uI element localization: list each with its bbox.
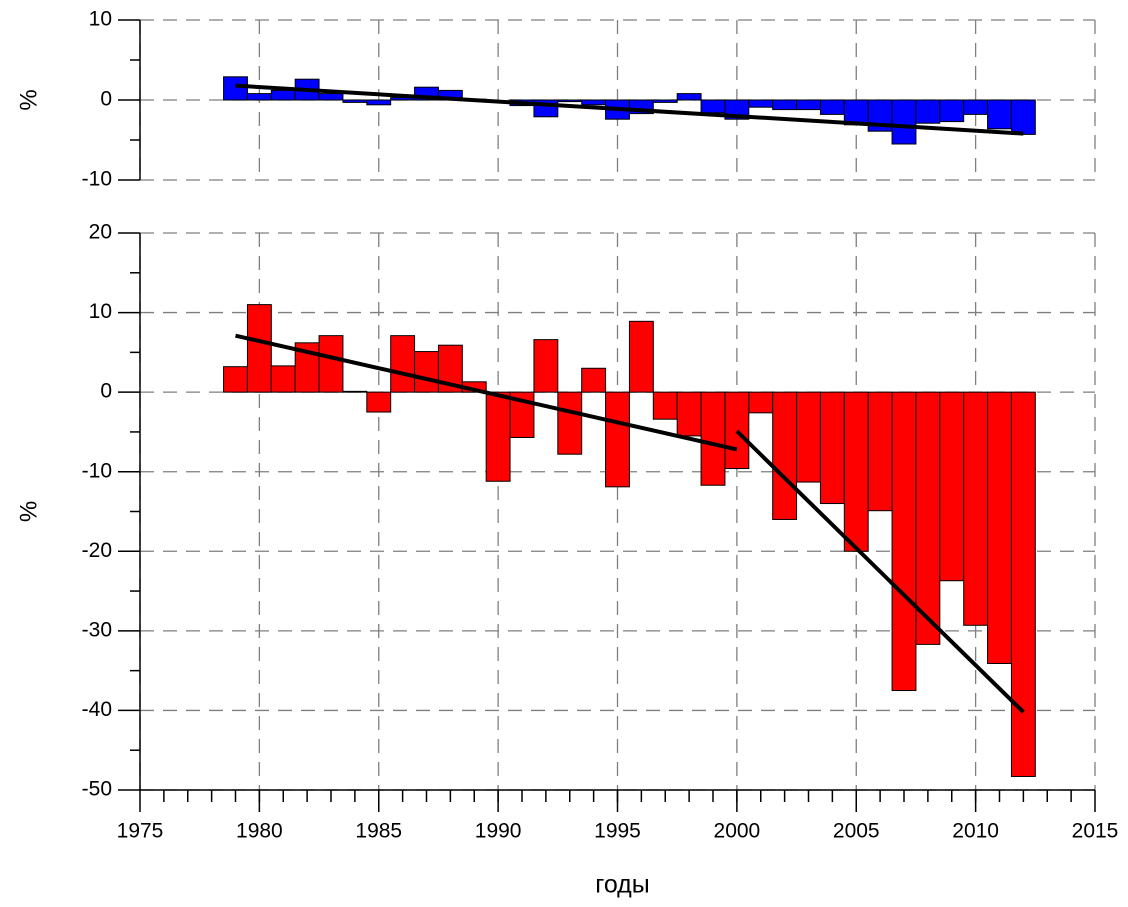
bar bbox=[652, 391, 678, 420]
bar bbox=[796, 391, 821, 483]
bar bbox=[987, 391, 1012, 664]
y-axis-label: % bbox=[15, 89, 42, 110]
bar bbox=[414, 351, 439, 393]
y-tick-label: -10 bbox=[82, 459, 112, 482]
bar bbox=[557, 99, 583, 103]
bar bbox=[652, 99, 678, 103]
bar bbox=[676, 391, 702, 437]
bar bbox=[819, 391, 845, 505]
bar bbox=[437, 344, 463, 393]
x-tick-label: 2015 bbox=[1072, 820, 1119, 843]
bar bbox=[390, 335, 416, 393]
bar bbox=[318, 93, 344, 101]
bar bbox=[581, 367, 607, 393]
bar bbox=[270, 89, 296, 101]
bar bbox=[772, 99, 798, 111]
bar bbox=[796, 99, 821, 111]
bar bbox=[867, 391, 893, 512]
y-tick-label: 0 bbox=[100, 88, 112, 111]
y-tick-label: -20 bbox=[82, 539, 112, 562]
x-tick-label: 2000 bbox=[714, 820, 761, 843]
bar bbox=[366, 99, 392, 106]
y-tick-label: -30 bbox=[82, 618, 112, 641]
bar bbox=[772, 391, 798, 520]
bar bbox=[891, 99, 917, 145]
y-tick-label: 0 bbox=[100, 380, 112, 403]
trend-line bbox=[235, 83, 1024, 136]
bar bbox=[223, 76, 248, 101]
bar bbox=[939, 391, 965, 582]
y-tick-label: -10 bbox=[82, 168, 112, 191]
bar bbox=[1010, 391, 1036, 777]
x-tick-label: 1990 bbox=[475, 820, 522, 843]
bar bbox=[581, 99, 607, 106]
bar bbox=[533, 339, 559, 393]
y-axis-label: % bbox=[15, 501, 42, 522]
bar bbox=[676, 93, 702, 101]
x-axis-label: годы bbox=[595, 871, 649, 899]
y-tick-label: -50 bbox=[82, 778, 112, 801]
x-tick-label: 2005 bbox=[833, 820, 880, 843]
bar bbox=[987, 99, 1012, 130]
bar bbox=[724, 391, 750, 470]
bar bbox=[246, 304, 272, 393]
bar bbox=[246, 93, 272, 101]
x-tick-label: 1975 bbox=[117, 820, 164, 843]
y-tick-label: -40 bbox=[82, 698, 112, 721]
bar bbox=[485, 391, 511, 482]
bar bbox=[963, 99, 989, 115]
bar bbox=[843, 391, 869, 552]
bar bbox=[700, 391, 726, 486]
trend-line bbox=[735, 429, 1025, 714]
bar bbox=[748, 391, 774, 414]
bar bbox=[700, 99, 726, 114]
bar bbox=[1010, 99, 1036, 135]
bar bbox=[891, 391, 917, 692]
bar bbox=[939, 99, 965, 123]
bar bbox=[557, 391, 583, 455]
x-tick-label: 2010 bbox=[952, 820, 999, 843]
y-tick-label: 10 bbox=[89, 8, 112, 31]
bar bbox=[342, 99, 368, 103]
bar bbox=[342, 390, 368, 393]
trend-line bbox=[235, 333, 738, 452]
bar bbox=[748, 99, 774, 108]
y-tick-label: 20 bbox=[89, 221, 112, 244]
y-tick-label: 10 bbox=[89, 300, 112, 323]
bar bbox=[819, 99, 845, 115]
bar bbox=[963, 391, 989, 626]
bar bbox=[915, 99, 941, 124]
bar bbox=[915, 391, 941, 645]
bar bbox=[628, 320, 654, 393]
x-tick-label: 1995 bbox=[594, 820, 641, 843]
bar bbox=[318, 335, 344, 393]
bar bbox=[223, 366, 248, 393]
bar bbox=[270, 365, 296, 393]
x-tick-label: 1985 bbox=[355, 820, 402, 843]
x-tick-label: 1980 bbox=[236, 820, 283, 843]
bar bbox=[366, 391, 392, 413]
bar bbox=[605, 391, 630, 488]
